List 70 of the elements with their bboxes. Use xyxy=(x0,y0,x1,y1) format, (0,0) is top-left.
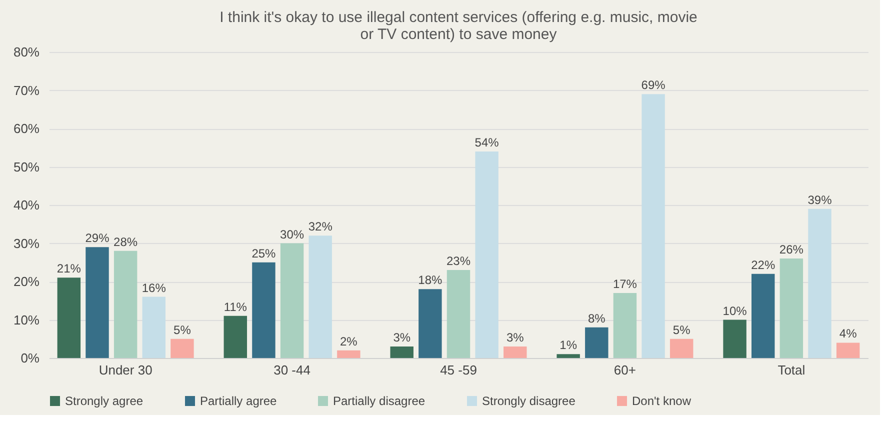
y-tick-label: 50% xyxy=(13,159,40,174)
data-label: 11% xyxy=(224,300,248,314)
data-label: 5% xyxy=(672,322,691,337)
data-label: 8% xyxy=(588,311,606,326)
bar xyxy=(475,151,498,358)
data-label: 2% xyxy=(340,334,358,348)
bar xyxy=(170,338,194,358)
bar xyxy=(585,327,608,358)
x-tick-label: 45 -59 xyxy=(440,362,477,378)
y-tick-label: 70% xyxy=(13,82,40,98)
data-label: 1% xyxy=(560,338,578,352)
x-tick-label: 30 -44 xyxy=(274,362,310,378)
y-tick-label: 40% xyxy=(13,198,40,212)
y-tick-label: 0% xyxy=(20,350,40,366)
legend-label: Strongly agree xyxy=(65,394,144,408)
bar xyxy=(808,208,832,358)
bar xyxy=(280,243,304,358)
data-label: 25% xyxy=(252,246,276,260)
y-tick-label: 60% xyxy=(13,121,40,136)
x-tick-label: 60+ xyxy=(614,362,636,378)
y-tick-label: 80% xyxy=(13,44,40,60)
bar xyxy=(446,270,470,358)
bar xyxy=(57,278,81,358)
bar xyxy=(556,354,580,358)
bar xyxy=(751,274,775,358)
data-label: 54% xyxy=(474,135,500,150)
bar xyxy=(390,346,414,358)
bar xyxy=(252,262,276,358)
bar xyxy=(670,338,694,358)
bar xyxy=(224,316,248,358)
data-label: 4% xyxy=(839,326,858,341)
bar xyxy=(836,342,860,358)
bar xyxy=(723,320,746,358)
data-label: 69% xyxy=(641,78,666,92)
data-label: 29% xyxy=(85,231,110,246)
data-label: 23% xyxy=(446,254,471,268)
bar xyxy=(142,296,166,358)
data-label: 39% xyxy=(808,192,832,207)
data-label: 26% xyxy=(779,242,804,257)
bar xyxy=(114,250,138,358)
data-label: 22% xyxy=(751,258,776,272)
data-label: 30% xyxy=(280,227,304,242)
data-label: 18% xyxy=(418,273,443,288)
y-tick-label: 20% xyxy=(13,274,40,289)
data-label: 3% xyxy=(393,330,411,345)
chart-title: I think it's okay to use illegal content services (offering e.g. music, movie or TV content) to save money xyxy=(220,9,698,43)
legend-label: Strongly disagree xyxy=(482,394,576,408)
data-label: 32% xyxy=(308,220,333,234)
bar xyxy=(642,94,665,358)
legend-label: Partially agree xyxy=(200,394,278,408)
data-label: 28% xyxy=(114,234,138,249)
bar xyxy=(418,289,442,358)
bar xyxy=(613,292,637,358)
data-label: 10% xyxy=(722,304,748,318)
data-label: 21% xyxy=(56,262,82,276)
bar xyxy=(504,346,527,358)
bar xyxy=(308,236,332,358)
data-label: 16% xyxy=(142,280,166,295)
bar xyxy=(86,247,109,358)
y-tick-label: 30% xyxy=(13,236,40,251)
x-tick-label: Total xyxy=(778,362,806,378)
bar xyxy=(337,350,360,358)
legend-label: Partially disagree xyxy=(333,394,426,408)
legend-label: Don't know xyxy=(632,394,692,408)
bar xyxy=(780,258,804,358)
y-tick-label: 10% xyxy=(13,312,40,328)
x-tick-label: Under 30 xyxy=(98,362,152,378)
data-label: 3% xyxy=(506,330,524,345)
data-label: 17% xyxy=(612,276,638,291)
data-label: 5% xyxy=(174,322,192,337)
